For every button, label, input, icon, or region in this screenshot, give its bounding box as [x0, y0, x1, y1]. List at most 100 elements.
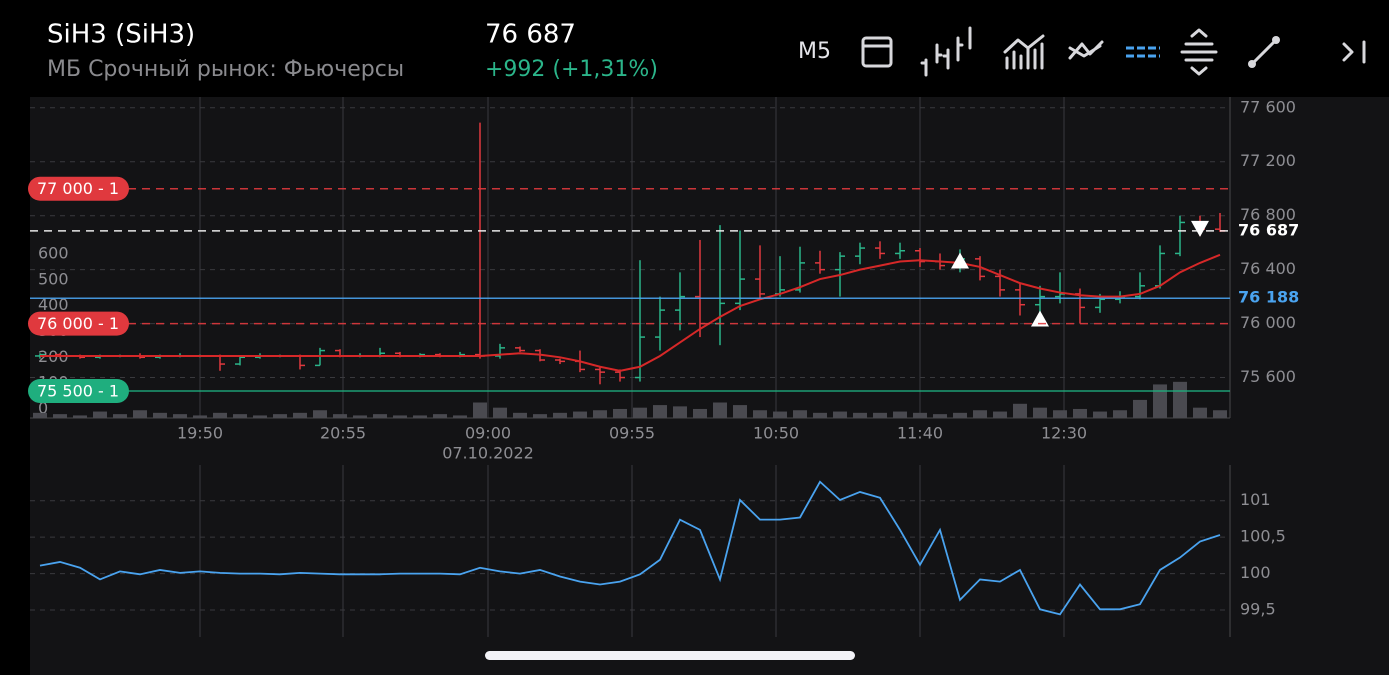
- volume-bar: [253, 415, 267, 418]
- volume-bar: [913, 412, 927, 418]
- trade-marker: [951, 252, 969, 269]
- y-tick-label: 76 400: [1240, 259, 1296, 278]
- level-label: 76 687: [1238, 220, 1299, 239]
- volume-bar: [973, 410, 987, 418]
- y-tick-label: 75 600: [1240, 367, 1296, 386]
- bars-icon: [920, 26, 972, 77]
- volume-bar: [833, 411, 847, 418]
- indicators-button[interactable]: [1003, 34, 1045, 70]
- volume-bar: [933, 414, 947, 418]
- volume-bar: [1213, 410, 1227, 418]
- line-icon: [1272, 36, 1280, 44]
- volume-bar: [173, 414, 187, 418]
- level-label: 77 000 - 1: [37, 179, 119, 198]
- volume-bar: [293, 412, 307, 418]
- volume-bar: [693, 408, 707, 418]
- home-indicator: [485, 651, 855, 660]
- volume-bar: [193, 415, 207, 418]
- volume-bar: [93, 411, 107, 418]
- volume-tick-label: 500: [38, 269, 69, 288]
- x-tick-label: 20:55: [320, 424, 366, 443]
- x-tick-label: 12:30: [1041, 424, 1087, 443]
- trade-marker: [1031, 310, 1049, 327]
- volume-bar: [1053, 410, 1067, 418]
- moving-average: [40, 253, 1221, 372]
- volume-bar: [513, 412, 527, 418]
- volume-bar: [233, 414, 247, 418]
- volume-bar: [713, 402, 727, 418]
- scroll-end-button[interactable]: [1342, 40, 1366, 64]
- line-icon: [1248, 60, 1256, 68]
- volume-bar: [533, 414, 547, 418]
- volume-bar: [573, 411, 587, 418]
- x-tick-label: 10:50: [753, 424, 799, 443]
- volume-bar: [873, 412, 887, 418]
- volume-bar: [133, 410, 147, 418]
- volume-bar: [273, 414, 287, 418]
- y-tick-label: 77 600: [1240, 97, 1296, 116]
- x-tick-label: 19:50: [177, 424, 223, 443]
- volume-bar: [893, 411, 907, 418]
- volume-bar: [473, 402, 487, 418]
- volume-bar: [953, 412, 967, 418]
- level-badge: [28, 379, 129, 404]
- volume-bar: [753, 410, 767, 418]
- volume-bar: [53, 414, 67, 418]
- indicator-line: [39, 480, 1221, 616]
- calendar-button[interactable]: [861, 36, 893, 68]
- volume-bar: [73, 415, 87, 418]
- overlays-button[interactable]: [1068, 40, 1104, 60]
- volume-bar: [113, 414, 127, 418]
- volume-bar: [733, 405, 747, 418]
- volume-bar: [813, 412, 827, 418]
- y-tick-label: 99,5: [1240, 600, 1276, 619]
- volume-bar: [1133, 399, 1147, 418]
- volume-bar: [33, 412, 47, 418]
- volume-bar: [1093, 411, 1107, 418]
- date-label: 07.10.2022: [442, 444, 534, 463]
- level-badge: [28, 311, 129, 336]
- y-tick-label: 76 800: [1240, 205, 1296, 224]
- volume-bar: [613, 408, 627, 418]
- volume-bar: [653, 405, 667, 418]
- volume-bar: [353, 415, 367, 418]
- line-icon: [1250, 38, 1278, 66]
- volume-bar: [333, 414, 347, 418]
- price-change: +992 (+1,31%): [485, 57, 658, 82]
- volume-bar: [1113, 410, 1127, 418]
- volume-bar: [633, 407, 647, 418]
- spread-button[interactable]: [1180, 28, 1218, 76]
- chart-type-button[interactable]: [920, 26, 972, 77]
- timeframe-button[interactable]: M5: [798, 39, 831, 64]
- volume-bar: [153, 412, 167, 418]
- instrument-title: SiH3 (SiH3): [47, 20, 195, 50]
- volume-tick-label: 0: [38, 399, 48, 418]
- levels-button[interactable]: [1126, 46, 1160, 58]
- levels-icon: [1126, 46, 1160, 58]
- last-price: 76 687: [485, 20, 576, 50]
- y-tick-label: 101: [1240, 490, 1271, 509]
- volume-bar: [1073, 408, 1087, 418]
- x-tick-label: 09:55: [609, 424, 655, 443]
- draw-line-button[interactable]: [1248, 36, 1280, 68]
- y-tick-label: 100: [1240, 563, 1271, 582]
- volume-bar: [313, 410, 327, 418]
- volume-bar: [1013, 403, 1027, 418]
- instrument-market: МБ Срочный рынок: Фьючерсы: [47, 57, 404, 82]
- volume-bar: [213, 412, 227, 418]
- volume-tick-label: 600: [38, 244, 69, 263]
- volume-bar: [373, 414, 387, 418]
- x-tick-label: 09:00: [465, 424, 511, 443]
- y-tick-label: 77 200: [1240, 151, 1296, 170]
- volume-bar: [1033, 407, 1047, 418]
- volume-bar: [993, 411, 1007, 418]
- level-badge: [28, 176, 129, 201]
- volume-bar: [393, 415, 407, 418]
- calendar-icon: [861, 36, 893, 68]
- volume-bar: [413, 415, 427, 418]
- volume-bar: [453, 415, 467, 418]
